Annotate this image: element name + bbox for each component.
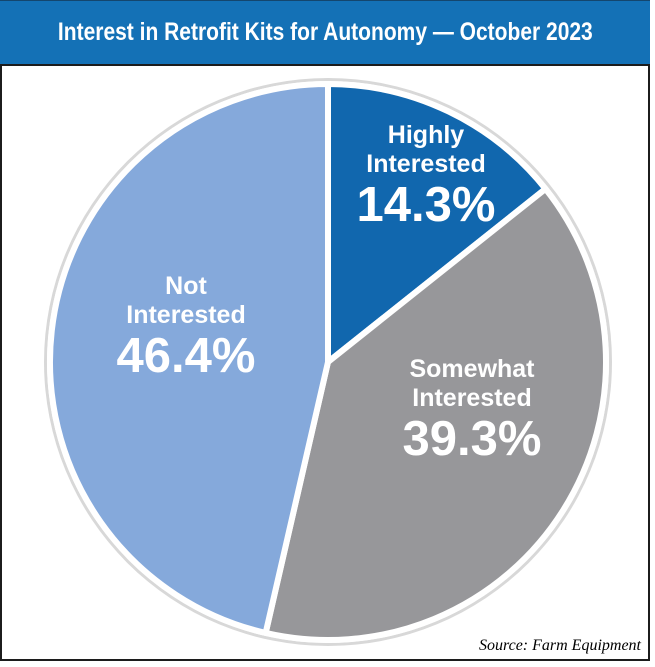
title-bar: Interest in Retrofit Kits for Autonomy —… <box>0 0 650 64</box>
pie-slice-highly-interested <box>325 81 549 365</box>
source-credit: Source: Farm Equipment <box>478 637 641 654</box>
pie-slice-somewhat-interested <box>262 185 609 643</box>
chart-title: Interest in Retrofit Kits for Autonomy —… <box>57 18 593 46</box>
pie-chart <box>44 78 612 646</box>
pie-slices <box>47 81 609 643</box>
chart-area: Highly Interested 14.3% Somewhat Interes… <box>0 64 650 661</box>
pie-slice-not-interested <box>47 81 331 636</box>
